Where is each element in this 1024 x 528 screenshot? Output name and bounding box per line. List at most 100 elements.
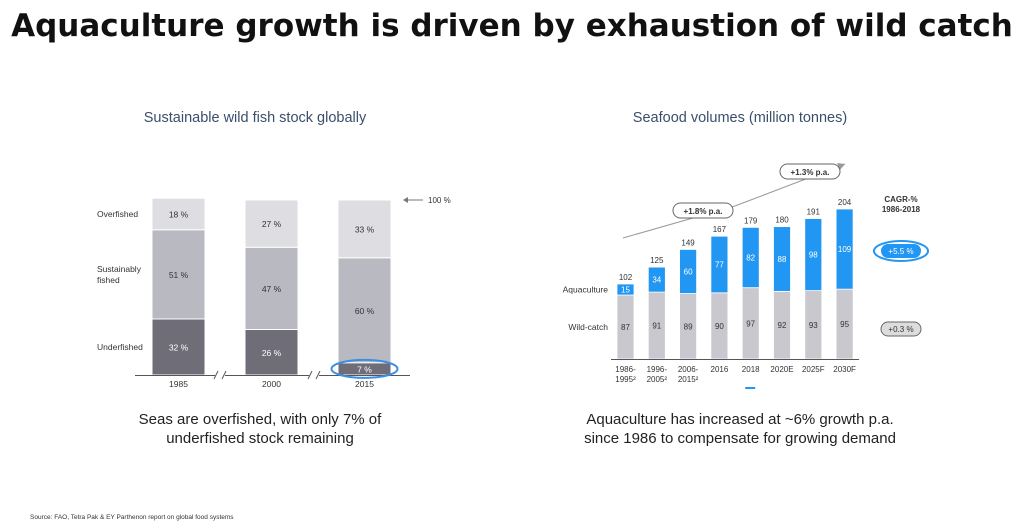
row-label-sustainably-fished: Sustainably fished — [97, 264, 142, 285]
bar-aquaculture-2006-2015 — [679, 249, 697, 294]
bar-sustainably-fished-1985 — [151, 229, 206, 320]
bar-underfished-2000 — [244, 329, 299, 376]
cagr-wild-catch-pill — [880, 321, 922, 337]
value-label-aquaculture-1986-1995: 15 — [621, 286, 630, 295]
right-chart-caption: Aquaculture has increased at ~6% growth … — [545, 410, 935, 448]
left-caption-line-1: Seas are overfished, with only 7% of — [138, 411, 382, 428]
value-label-aquaculture-2018: 82 — [746, 254, 755, 263]
axis-break-mark-a-1 — [213, 370, 219, 380]
category-label-line-2020e-1: 2020E — [770, 365, 793, 374]
total-marker-label: 100 % — [428, 196, 451, 205]
bar-sustainably-fished-2000 — [244, 246, 299, 330]
total-label-2006-2015: 149 — [681, 238, 695, 247]
value-label-wild-catch-2020e: 92 — [778, 321, 787, 330]
category-label-2025f: 2025F — [802, 365, 825, 374]
category-label-line-2018-1: 2018 — [742, 365, 760, 374]
axis-break-gap-1 — [215, 371, 225, 379]
category-label-2030f: 2030F — [833, 365, 856, 374]
bar-aquaculture-2018 — [741, 226, 760, 289]
bar-underfished-1985 — [151, 318, 206, 376]
cagr-header-line-1: CAGR-% — [884, 195, 917, 204]
total-label-1996-2005: 125 — [650, 256, 664, 265]
category-label-line-2025f-1: 2025F — [802, 365, 825, 374]
category-label-2018: 2018 — [742, 365, 760, 374]
total-label-2016: 167 — [713, 225, 727, 234]
year-2018-marker — [745, 387, 756, 389]
bar-aquaculture-2016 — [710, 235, 729, 294]
right-chart-title: Seafood volumes (million tonnes) — [632, 110, 848, 126]
trend-pill-2 — [779, 163, 841, 180]
value-label-aquaculture-1996-2005: 34 — [652, 276, 661, 285]
bar-aquaculture-2020e — [773, 226, 791, 292]
cagr-aquaculture-pill — [881, 244, 921, 258]
trend-label-1: +1.8% p.a. — [684, 207, 723, 216]
row-label-line-overfished-1: Overfished — [97, 209, 138, 219]
value-label-underfished-2015: 7 % — [357, 364, 372, 374]
value-label-aquaculture-2025f: 98 — [809, 251, 818, 260]
category-label-line-2006-2015-2: 2015² — [678, 375, 699, 384]
category-label-2020e: 2020E — [770, 365, 793, 374]
category-label-line-1986-1995-1: 1986- — [615, 365, 636, 374]
value-label-underfished-1985: 32 % — [169, 343, 189, 353]
row-label-line-sustainably-fished-1: Sustainably — [97, 264, 142, 274]
value-label-wild-catch-2025f: 93 — [809, 321, 818, 330]
category-label-line-2006-2015-1: 2006- — [678, 365, 699, 374]
value-label-wild-catch-1986-1995: 87 — [621, 323, 630, 332]
cagr-wild-catch-value: +0.3 % — [888, 325, 913, 334]
bar-aquaculture-2030f — [835, 208, 854, 290]
value-label-sustainably-fished-1985: 51 % — [169, 270, 189, 280]
value-label-aquaculture-2006-2015: 60 — [684, 268, 693, 277]
axis-break-mark-b-2 — [315, 370, 321, 380]
value-label-aquaculture-2030f: 109 — [838, 245, 852, 254]
highlight-ellipse-2015-underfished — [330, 358, 399, 379]
category-label-2006-2015: 2006-2015² — [678, 365, 699, 384]
category-label-line-2016-1: 2016 — [711, 365, 729, 374]
value-label-overfished-1985: 18 % — [169, 210, 189, 220]
axis-break-mark-a-2 — [307, 370, 313, 380]
axis-break-gap-2 — [309, 371, 319, 379]
total-label-2030f: 204 — [838, 198, 852, 207]
fish-stock-chart: 32 % 51 % 18 % 1985 26 % 47 % 27 % 2000 7 % 60 % 3… — [97, 196, 451, 389]
category-label-line-1996-2005-1: 1996- — [647, 365, 668, 374]
seafood-volume-chart: 87 15 102 1986-1995² 91 34 125 1996-2005² 89 60 14… — [563, 163, 929, 389]
total-marker-arrowhead — [403, 197, 408, 203]
row-label-aquaculture: Aquaculture — [563, 285, 609, 295]
total-label-1986-1995: 102 — [619, 273, 633, 282]
category-label-line-1996-2005-2: 2005² — [647, 375, 668, 384]
left-chart-caption: Seas are overfished, with only 7% of und… — [95, 410, 425, 448]
value-label-aquaculture-2020e: 88 — [778, 255, 787, 264]
total-label-2020e: 180 — [775, 216, 789, 225]
trend-arrow-head — [837, 163, 845, 170]
source-note: Source: FAO, Tetra Pak & EY Parthenon re… — [30, 514, 234, 521]
trend-pill-1 — [672, 202, 734, 219]
left-chart-title: Sustainable wild fish stock globally — [143, 110, 367, 126]
right-caption-line-1: Aquaculture has increased at ~6% growth … — [586, 411, 894, 428]
value-label-overfished-2000: 27 % — [262, 219, 282, 229]
bar-overfished-2000 — [244, 199, 299, 248]
cagr-aquaculture-value: +5.5 % — [888, 247, 913, 256]
cagr-header: CAGR-% 1986-2018 — [882, 195, 921, 214]
right-caption-line-2: since 1986 to compensate for growing dem… — [584, 430, 896, 447]
row-label-underfished: Underfished — [97, 342, 143, 352]
value-label-underfished-2000: 26 % — [262, 348, 282, 358]
bar-overfished-2015 — [337, 199, 392, 259]
bar-aquaculture-2025f — [804, 218, 823, 292]
cagr-header-line-2: 1986-2018 — [882, 205, 921, 214]
value-label-wild-catch-2030f: 95 — [840, 320, 849, 329]
category-label-2016: 2016 — [711, 365, 729, 374]
total-label-2025f: 191 — [807, 208, 821, 217]
row-label-overfished: Overfished — [97, 209, 138, 219]
left-caption-line-2: underfished stock remaining — [166, 430, 354, 447]
category-label-2015: 2015 — [355, 379, 374, 389]
value-label-wild-catch-2016: 90 — [715, 322, 724, 331]
category-label-1985: 1985 — [169, 379, 188, 389]
bar-aquaculture-1986-1995 — [616, 283, 635, 296]
value-label-sustainably-fished-2000: 47 % — [262, 284, 282, 294]
trend-label-2: +1.3% p.a. — [791, 168, 830, 177]
category-label-2000: 2000 — [262, 379, 281, 389]
value-label-wild-catch-1996-2005: 91 — [652, 322, 661, 331]
axis-break-mark-b-1 — [221, 370, 227, 380]
bar-aquaculture-1996-2005 — [647, 266, 666, 293]
value-label-wild-catch-2018: 97 — [746, 319, 755, 328]
slide-title: Aquaculture growth is driven by exhausti… — [11, 8, 1013, 44]
